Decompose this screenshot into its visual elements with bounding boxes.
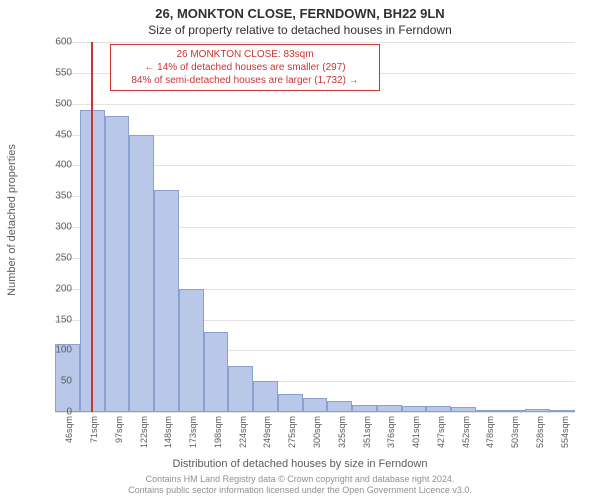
histogram-bar bbox=[228, 366, 253, 412]
x-tick-label: 300sqm bbox=[312, 416, 322, 448]
y-tick-label: 500 bbox=[42, 98, 72, 109]
x-tick-label: 351sqm bbox=[362, 416, 372, 448]
x-tick-label: 503sqm bbox=[510, 416, 520, 448]
chart-title-sub: Size of property relative to detached ho… bbox=[0, 21, 600, 41]
y-tick-label: 450 bbox=[42, 129, 72, 140]
histogram-bar bbox=[303, 398, 328, 412]
y-axis-label: Number of detached properties bbox=[6, 68, 18, 220]
x-tick-label: 122sqm bbox=[139, 416, 149, 448]
histogram-bar bbox=[476, 410, 501, 412]
y-tick-label: 600 bbox=[42, 37, 72, 48]
x-tick-label: 224sqm bbox=[238, 416, 248, 448]
histogram-bar bbox=[179, 289, 204, 412]
property-marker-line bbox=[91, 42, 93, 412]
histogram-bar bbox=[105, 116, 130, 412]
x-tick-label: 71sqm bbox=[89, 416, 99, 443]
gridline bbox=[55, 42, 575, 43]
histogram-bar bbox=[204, 332, 229, 412]
x-tick-label: 325sqm bbox=[337, 416, 347, 448]
x-tick-label: 376sqm bbox=[386, 416, 396, 448]
chart-title-main: 26, MONKTON CLOSE, FERNDOWN, BH22 9LN bbox=[0, 0, 600, 21]
histogram-bar bbox=[154, 190, 179, 412]
histogram-bar bbox=[525, 409, 550, 412]
x-tick-label: 528sqm bbox=[535, 416, 545, 448]
x-tick-label: 97sqm bbox=[114, 416, 124, 443]
gridline bbox=[55, 104, 575, 105]
y-tick-label: 300 bbox=[42, 222, 72, 233]
x-tick-label: 401sqm bbox=[411, 416, 421, 448]
histogram-bar bbox=[550, 410, 575, 412]
y-tick-label: 550 bbox=[42, 67, 72, 78]
x-tick-label: 198sqm bbox=[213, 416, 223, 448]
x-tick-label: 173sqm bbox=[188, 416, 198, 448]
x-tick-label: 478sqm bbox=[485, 416, 495, 448]
histogram-bar bbox=[129, 135, 154, 413]
y-tick-label: 350 bbox=[42, 191, 72, 202]
histogram-bar bbox=[352, 405, 377, 412]
x-tick-label: 148sqm bbox=[163, 416, 173, 448]
histogram-bar bbox=[402, 406, 427, 412]
y-tick-label: 50 bbox=[42, 376, 72, 387]
histogram-bar bbox=[327, 401, 352, 412]
annotation-line: 84% of semi-detached houses are larger (… bbox=[117, 74, 373, 87]
chart-plot-area: 46sqm71sqm97sqm122sqm148sqm173sqm198sqm2… bbox=[55, 42, 575, 412]
gridline bbox=[55, 412, 575, 413]
x-axis-label: Distribution of detached houses by size … bbox=[0, 458, 600, 470]
histogram-bar bbox=[426, 406, 451, 412]
x-tick-label: 275sqm bbox=[287, 416, 297, 448]
y-tick-label: 400 bbox=[42, 160, 72, 171]
x-tick-label: 554sqm bbox=[560, 416, 570, 448]
annotation-line: 26 MONKTON CLOSE: 83sqm bbox=[117, 48, 373, 61]
y-tick-label: 200 bbox=[42, 283, 72, 294]
annotation-line: ← 14% of detached houses are smaller (29… bbox=[117, 61, 373, 74]
histogram-bar bbox=[278, 394, 303, 413]
y-tick-label: 100 bbox=[42, 345, 72, 356]
histogram-bar bbox=[377, 405, 402, 412]
chart-footer: Contains HM Land Registry data © Crown c… bbox=[0, 474, 600, 497]
annotation-box: 26 MONKTON CLOSE: 83sqm← 14% of detached… bbox=[110, 44, 380, 91]
footer-line-1: Contains HM Land Registry data © Crown c… bbox=[0, 474, 600, 485]
histogram-bar bbox=[451, 407, 476, 412]
y-tick-label: 150 bbox=[42, 314, 72, 325]
histogram-bar bbox=[253, 381, 278, 412]
x-tick-label: 452sqm bbox=[461, 416, 471, 448]
footer-line-2: Contains public sector information licen… bbox=[0, 485, 600, 496]
y-tick-label: 0 bbox=[42, 407, 72, 418]
y-tick-label: 250 bbox=[42, 252, 72, 263]
x-tick-label: 427sqm bbox=[436, 416, 446, 448]
histogram-bar bbox=[501, 410, 526, 412]
x-tick-label: 46sqm bbox=[64, 416, 74, 443]
x-tick-label: 249sqm bbox=[262, 416, 272, 448]
